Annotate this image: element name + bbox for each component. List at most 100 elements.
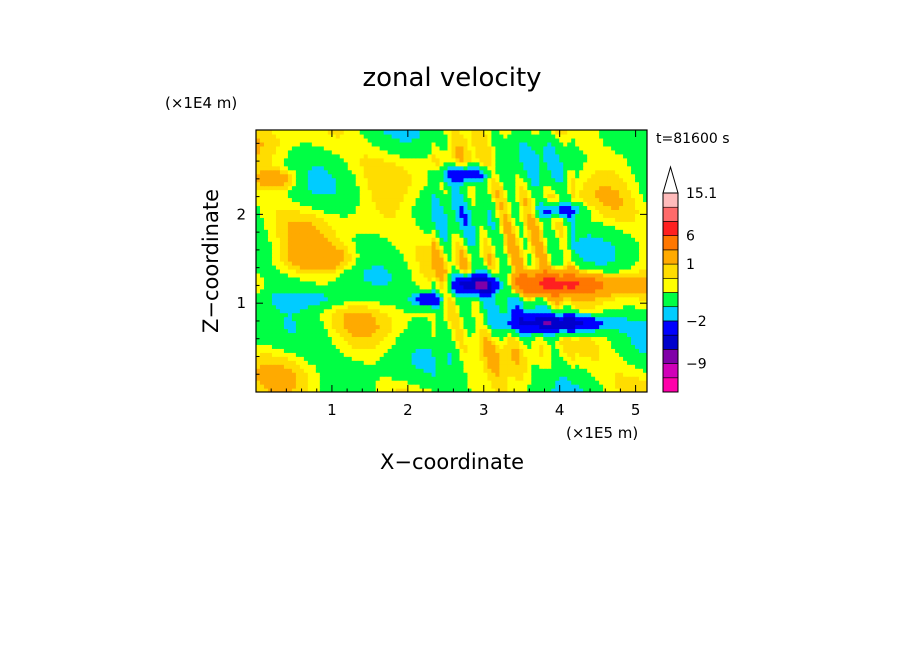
field-cell (603, 284, 608, 290)
field-cell (587, 280, 592, 286)
field-cell (519, 264, 524, 270)
field-cell (355, 272, 361, 278)
field-cell (355, 221, 361, 226)
field-cell (567, 261, 572, 266)
field-cell (263, 249, 269, 254)
field-cell (363, 201, 369, 207)
field-cell (511, 356, 516, 361)
field-cell (607, 368, 612, 373)
field-cell (559, 237, 564, 242)
field-cell (339, 284, 345, 290)
field-cell (511, 249, 516, 254)
field-cell (559, 268, 564, 274)
field-cell (527, 372, 532, 377)
field-cell (271, 201, 277, 207)
field-cell (615, 257, 620, 262)
field-cell (291, 300, 297, 306)
field-cell (527, 241, 532, 246)
field-cell (531, 288, 536, 294)
field-cell (643, 324, 647, 330)
field-cell (279, 276, 285, 282)
field-cell (283, 312, 289, 318)
field-cell (519, 241, 524, 246)
field-cell (595, 209, 600, 214)
field-cell (343, 352, 349, 357)
field-cell (335, 284, 341, 290)
field-cell (451, 205, 457, 210)
field-cell (463, 312, 469, 318)
field-cell (483, 316, 489, 322)
field-cell (559, 264, 564, 270)
field-cell (295, 229, 301, 234)
field-cell (443, 237, 449, 242)
field-cell (275, 245, 281, 250)
field-cell (319, 276, 325, 282)
field-cell (639, 288, 644, 294)
field-cell (479, 213, 485, 218)
field-cell (435, 328, 441, 334)
field-cell (367, 209, 373, 214)
field-cell (511, 268, 516, 274)
field-cell (459, 280, 465, 286)
field-cell (387, 336, 393, 341)
field-cell (371, 332, 377, 338)
field-cell (259, 368, 265, 373)
field-cell (555, 253, 560, 258)
field-cell (275, 372, 281, 377)
field-cell (595, 328, 600, 334)
field-cell (639, 268, 644, 274)
field-cell (275, 249, 281, 254)
field-cell (283, 364, 289, 369)
field-cell (283, 245, 289, 250)
field-cell (427, 193, 433, 199)
field-cell (435, 336, 441, 341)
field-cell (487, 257, 492, 262)
field-cell (343, 257, 349, 262)
field-cell (543, 209, 548, 214)
field-cell (419, 324, 425, 330)
field-cell (395, 300, 401, 306)
field-cell (399, 268, 405, 274)
field-cell (371, 249, 377, 254)
field-cell (535, 368, 540, 373)
field-cell (323, 233, 329, 238)
field-cell (571, 356, 576, 361)
field-cell (339, 276, 345, 282)
field-cell (567, 364, 572, 369)
field-cell (415, 213, 421, 218)
field-cell (331, 253, 337, 258)
field-cell (535, 312, 540, 318)
field-cell (407, 189, 413, 195)
field-cell (287, 257, 293, 262)
field-cell (443, 264, 449, 270)
field-cell (643, 376, 647, 381)
field-cell (291, 193, 297, 199)
field-cell (507, 388, 512, 392)
field-cell (479, 237, 485, 242)
field-cell (263, 276, 269, 282)
field-cell (575, 384, 580, 389)
field-cell (459, 189, 465, 195)
field-cell (343, 384, 349, 389)
field-cell (535, 272, 540, 278)
field-cell (371, 384, 377, 389)
field-cell (375, 237, 381, 242)
field-cell (499, 268, 504, 274)
field-cell (439, 213, 445, 218)
field-cell (423, 376, 429, 381)
field-cell (415, 360, 421, 365)
field-cell (367, 348, 373, 353)
field-cell (491, 272, 496, 278)
field-cell (351, 352, 357, 357)
field-cell (591, 316, 596, 322)
field-cell (303, 304, 309, 310)
field-cell (435, 368, 441, 373)
field-cell (491, 197, 496, 203)
field-cell (619, 268, 624, 274)
field-cell (499, 249, 504, 254)
field-cell (307, 193, 313, 199)
field-cell (567, 300, 572, 306)
field-cell (559, 253, 564, 258)
field-cell (311, 336, 317, 341)
field-cell (579, 324, 584, 330)
